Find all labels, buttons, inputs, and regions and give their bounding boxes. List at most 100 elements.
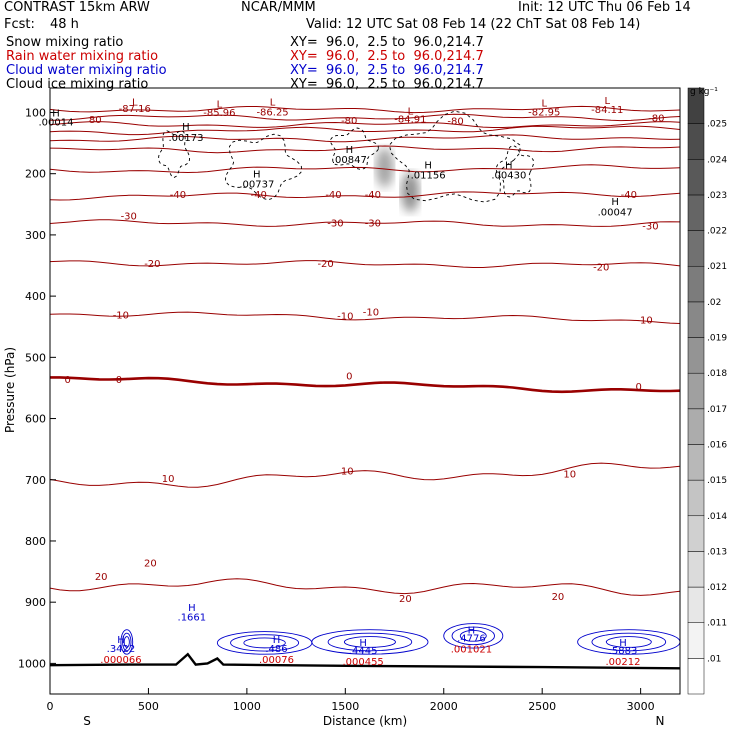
isotherm-2: [50, 121, 680, 128]
contour-label-17: -10: [337, 312, 353, 323]
cloud-water-contour-1-1: [230, 634, 300, 652]
colorbar-label-3: .013: [707, 547, 727, 557]
isotherm-5: [50, 145, 680, 154]
low-symbol-4: L: [541, 99, 547, 110]
valid-time: Valid: 12 UTC Sat 08 Feb 14 (22 ChT Sat …: [306, 17, 641, 32]
isotherm-0: [50, 105, 680, 114]
colorbar-swatch-12: [687, 230, 705, 267]
colorbar-unit: g kg⁻¹: [690, 87, 718, 97]
cloud-water-contour-3-2: [459, 630, 487, 642]
contour-label-13: -20: [144, 259, 160, 270]
x-tick-label-4: 2000: [430, 700, 458, 713]
water-high-value-3: .4445: [349, 646, 378, 657]
init-time: Init: 12 UTC Thu 06 Feb 14: [518, 0, 691, 15]
low-value-1: -85.96: [203, 108, 235, 119]
terrain-line: [50, 652, 680, 670]
low-symbol-1: L: [217, 99, 223, 110]
colorbar-label-8: .018: [707, 369, 727, 379]
colorbar-label-5: .015: [707, 476, 727, 486]
isotherm-9: [50, 260, 680, 268]
contour-label-23: 0: [635, 382, 641, 393]
contour-label-18: -10: [363, 307, 379, 318]
water-high-symbol-5: H: [619, 638, 627, 649]
snow-maximum-0: [375, 147, 394, 188]
water-high-rain-3: .000455: [342, 657, 383, 668]
ice-high-value-2: .00737: [239, 179, 274, 190]
colorbar-swatch-10: [687, 301, 705, 338]
contour-label-30: 20: [552, 592, 565, 603]
low-symbol-3: L: [408, 107, 414, 118]
colorbar-swatch-3: [687, 551, 705, 588]
x-tick-label-2: 1000: [233, 700, 261, 713]
ice-high-symbol-6: H: [611, 197, 619, 208]
colorbar-label-13: .023: [707, 191, 727, 201]
colorbar-swatch-13: [687, 194, 705, 231]
contour-label-15: -20: [593, 263, 609, 274]
colorbar-swatch-14: [687, 159, 705, 196]
y-tick-label-2: 300: [25, 229, 46, 242]
water-high-symbol-2: H: [273, 635, 281, 646]
ice-contour-1: [225, 133, 303, 201]
colorbar-swatch-4: [687, 515, 705, 552]
y-tick-label-1: 200: [25, 168, 46, 181]
x-tick-label-5: 2500: [528, 700, 556, 713]
center-title: NCAR/MMM: [241, 0, 316, 15]
axes-layer: 0 500 1000 1500 2000 2500 30001002003004005006…: [18, 106, 655, 713]
y-axis-title: Pressure (hPa): [3, 347, 17, 433]
contour-labels-layer: 80 -80 -80 -80 -40 -40 -40 -40 -40 -30 -30 -30 -30 -2…: [39, 96, 665, 668]
colorbar-swatch-15: [687, 123, 705, 160]
colorbar-swatch-11: [687, 265, 705, 303]
colorbar-swatch-8: [687, 372, 705, 410]
forecast-label: Fcst:: [4, 17, 35, 32]
contour-label-0: 80: [89, 115, 102, 126]
ice-contour-0: [158, 130, 190, 179]
model-title: CONTRAST 15km ARW: [4, 0, 150, 15]
colorbar: .01 .011 .012 .013 .014 .015 .016 .017 .018 .019.…: [687, 87, 727, 695]
colorbar-label-12: .022: [707, 227, 727, 237]
ice-high-symbol-2: H: [253, 170, 261, 181]
isotherm-7: [50, 191, 680, 201]
field-xy-cloud-water: XY= 96.0, 2.5 to 96.0,214.7: [290, 63, 484, 78]
endpoint-north: N: [656, 714, 665, 728]
cloud-water-contour-3-0: [443, 623, 504, 649]
low-value-4: -82.95: [528, 107, 560, 118]
contour-label-14: -20: [317, 259, 333, 270]
ice-high-value-1: .00173: [168, 133, 203, 144]
y-tick-label-5: 600: [25, 413, 46, 426]
contour-label-24: 10: [162, 474, 175, 485]
plot-frame: [49, 87, 681, 695]
contour-label-5: -40: [251, 190, 267, 201]
contour-label-27: 20: [95, 572, 108, 583]
y-tick-label-9: 1000: [18, 657, 46, 670]
colorbar-label-6: .016: [707, 440, 727, 450]
ice-high-symbol-3: H: [346, 145, 354, 156]
cloud-contours-layer: [120, 110, 680, 655]
contour-label-12: -30: [642, 222, 658, 233]
colorbar-label-15: .025: [707, 120, 727, 130]
ice-high-value-5: .00430: [491, 170, 526, 181]
colorbar-label-9: .019: [707, 334, 727, 344]
cloud-water-contour-2-0: [311, 629, 429, 655]
colorbar-swatch-6: [687, 444, 705, 481]
ice-high-value-0: .00014: [39, 118, 74, 129]
isotherm-10: [50, 311, 680, 324]
contour-label-19: -10: [636, 315, 652, 326]
contour-label-1: -80: [341, 116, 357, 127]
water-high-value-2: .486: [265, 644, 287, 655]
contour-label-4: -40: [170, 190, 186, 201]
isotherm-11: [50, 376, 680, 394]
field-xy-rain: XY= 96.0, 2.5 to 96.0,214.7: [290, 49, 484, 64]
water-high-value-5: .5883: [609, 646, 638, 657]
water-high-value-0: .3422: [107, 644, 136, 655]
cloud-water-contour-2-1: [327, 632, 413, 652]
cloud-water-contour-0-0: [120, 629, 134, 655]
contour-label-8: -40: [621, 190, 637, 201]
water-high-rain-0: .000066: [100, 655, 141, 666]
contour-label-28: 20: [144, 558, 157, 569]
colorbar-swatch-7: [687, 408, 705, 445]
colorbar-label-4: .014: [707, 512, 727, 522]
colorbar-swatch-5: [687, 479, 705, 517]
terrain-layer: [50, 652, 680, 670]
contour-label-3: -80: [648, 113, 664, 124]
